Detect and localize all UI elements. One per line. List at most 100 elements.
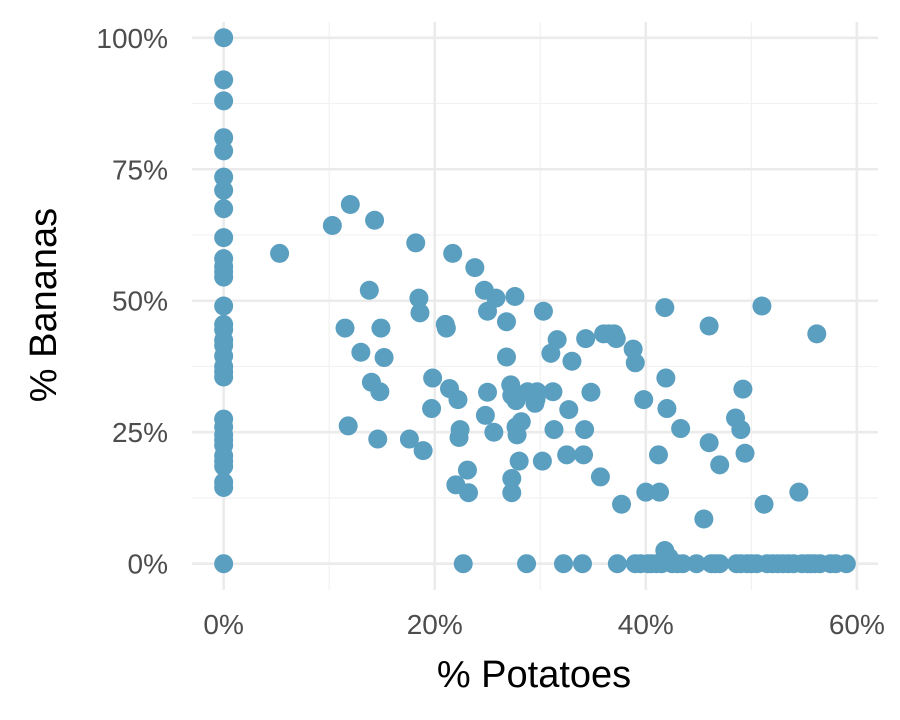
x-tick-label: 60% bbox=[829, 609, 885, 640]
data-point bbox=[553, 554, 573, 574]
y-tick-label: 25% bbox=[112, 417, 168, 448]
data-point bbox=[443, 243, 463, 263]
data-point bbox=[338, 416, 358, 436]
y-tick-label: 50% bbox=[112, 286, 168, 317]
data-point bbox=[374, 348, 394, 368]
data-point bbox=[214, 141, 234, 161]
data-point bbox=[322, 216, 342, 236]
data-point bbox=[625, 353, 645, 373]
y-tick-label: 100% bbox=[96, 23, 168, 54]
data-point bbox=[459, 483, 479, 503]
data-point bbox=[457, 460, 477, 480]
data-point bbox=[214, 199, 234, 219]
data-point bbox=[533, 301, 553, 321]
data-point bbox=[214, 296, 234, 316]
data-point bbox=[590, 467, 610, 487]
data-point bbox=[214, 456, 234, 476]
data-point bbox=[453, 554, 473, 574]
data-points bbox=[214, 28, 856, 574]
data-point bbox=[648, 445, 668, 465]
data-point bbox=[733, 379, 753, 399]
data-point bbox=[735, 443, 755, 463]
data-point bbox=[214, 167, 234, 187]
y-axis-title: % Bananas bbox=[23, 208, 65, 402]
data-point bbox=[807, 324, 827, 344]
data-point bbox=[497, 347, 517, 367]
data-point bbox=[612, 494, 632, 514]
y-tick-label: 0% bbox=[128, 549, 168, 580]
data-point bbox=[214, 180, 234, 200]
data-point bbox=[527, 382, 547, 402]
data-point bbox=[547, 330, 567, 350]
data-point bbox=[694, 509, 714, 529]
data-point bbox=[409, 288, 429, 308]
data-point bbox=[502, 483, 522, 503]
data-point bbox=[655, 298, 675, 318]
data-point bbox=[214, 70, 234, 90]
data-point bbox=[657, 399, 677, 419]
data-point bbox=[413, 441, 433, 461]
data-point bbox=[699, 433, 719, 453]
data-point bbox=[562, 351, 582, 371]
data-point bbox=[406, 233, 426, 253]
data-point bbox=[270, 243, 290, 263]
data-point bbox=[475, 405, 495, 425]
data-point bbox=[335, 318, 355, 338]
data-point bbox=[505, 287, 525, 307]
data-point bbox=[636, 482, 656, 502]
data-point bbox=[607, 554, 627, 574]
data-point bbox=[576, 329, 596, 349]
data-point bbox=[410, 303, 430, 323]
data-point bbox=[365, 210, 385, 230]
data-point bbox=[465, 258, 485, 278]
data-point bbox=[478, 382, 498, 402]
data-point bbox=[699, 316, 719, 336]
data-point bbox=[634, 390, 654, 410]
data-point bbox=[486, 288, 506, 308]
data-point bbox=[214, 267, 234, 287]
data-point bbox=[370, 382, 390, 402]
data-point bbox=[511, 412, 531, 432]
data-point bbox=[754, 494, 774, 514]
data-point bbox=[671, 419, 691, 439]
data-point bbox=[650, 482, 670, 502]
data-point bbox=[575, 420, 595, 440]
data-point bbox=[509, 451, 529, 471]
data-point bbox=[484, 422, 504, 442]
data-point bbox=[502, 469, 522, 489]
data-point bbox=[606, 329, 626, 349]
data-point bbox=[399, 429, 419, 449]
data-point bbox=[214, 554, 234, 574]
y-tick-label: 75% bbox=[112, 154, 168, 185]
data-point bbox=[448, 390, 468, 410]
data-point bbox=[517, 554, 537, 574]
data-point bbox=[497, 312, 517, 332]
data-point bbox=[656, 368, 676, 388]
data-point bbox=[371, 318, 391, 338]
y-axis-ticks: 0% 25% 50% 75% 100% bbox=[96, 23, 168, 580]
data-point bbox=[214, 228, 234, 248]
x-axis-title: % Potatoes bbox=[437, 654, 631, 696]
data-point bbox=[836, 554, 856, 574]
data-point bbox=[543, 382, 563, 402]
data-point bbox=[752, 296, 772, 316]
data-point bbox=[340, 194, 360, 214]
data-point bbox=[559, 400, 579, 420]
x-tick-label: 40% bbox=[618, 609, 674, 640]
data-point bbox=[673, 554, 693, 574]
data-point bbox=[351, 342, 371, 362]
data-point bbox=[557, 445, 577, 465]
data-point bbox=[710, 455, 730, 475]
data-point bbox=[214, 128, 234, 148]
data-point bbox=[686, 554, 706, 574]
data-point bbox=[214, 477, 234, 497]
data-point bbox=[214, 91, 234, 111]
x-axis-ticks: 0% 20% 40% 60% bbox=[203, 609, 884, 640]
data-point bbox=[731, 420, 751, 440]
data-point bbox=[423, 368, 443, 388]
data-point bbox=[710, 554, 730, 574]
grid bbox=[192, 22, 878, 590]
data-point bbox=[574, 445, 594, 465]
data-point bbox=[572, 554, 592, 574]
